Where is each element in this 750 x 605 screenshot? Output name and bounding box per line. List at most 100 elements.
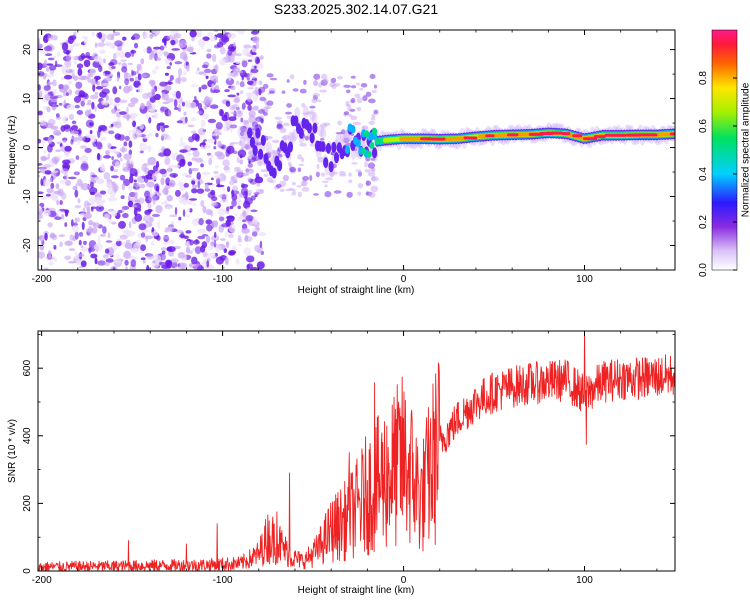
noise-blob xyxy=(200,199,205,208)
noise-blob xyxy=(148,53,153,61)
noise-blob xyxy=(81,221,85,231)
noise-blob xyxy=(38,71,45,77)
noise-blob xyxy=(124,242,133,249)
noise-blob xyxy=(83,38,88,46)
noise-blob xyxy=(174,61,183,65)
noise-blob xyxy=(221,114,229,122)
transition-blob xyxy=(357,183,364,189)
ridge-segment xyxy=(263,153,269,165)
noise-blob xyxy=(185,214,191,218)
noise-blob xyxy=(258,232,267,237)
noise-blob xyxy=(153,46,161,50)
noise-blob xyxy=(213,174,222,179)
noise-blob xyxy=(227,94,237,98)
y-tick-label: 0 xyxy=(22,568,33,574)
noise-blob xyxy=(57,188,64,197)
noise-blob xyxy=(130,49,137,54)
ridge-segment xyxy=(309,132,315,144)
transition-blob xyxy=(292,189,296,193)
x-tick-label: -100 xyxy=(213,575,233,586)
noise-blob xyxy=(231,199,237,207)
noise-blob xyxy=(40,178,44,186)
noise-blob xyxy=(198,218,204,226)
noise-blob xyxy=(67,80,73,85)
noise-blob xyxy=(42,74,47,80)
noise-blob xyxy=(64,222,68,228)
noise-blob xyxy=(252,217,258,225)
noise-blob xyxy=(93,75,101,81)
noise-blob xyxy=(248,160,251,164)
noise-blob xyxy=(180,136,183,144)
noise-blob xyxy=(105,258,114,263)
noise-blob xyxy=(163,235,170,240)
transition-blob xyxy=(335,131,344,135)
noise-blob xyxy=(63,125,71,132)
noise-blob xyxy=(87,72,94,78)
noise-blob xyxy=(232,42,236,48)
noise-blob xyxy=(102,254,109,259)
y-tick-label: 10 xyxy=(22,93,33,105)
noise-blob xyxy=(187,161,193,167)
noise-blob xyxy=(95,196,102,205)
transition-blob xyxy=(333,190,342,194)
noise-blob xyxy=(128,185,133,192)
noise-blob xyxy=(70,130,79,135)
noise-blob xyxy=(195,217,200,222)
noise-blob xyxy=(105,240,113,243)
noise-blob xyxy=(211,183,216,187)
noise-blob xyxy=(245,214,254,222)
noise-blob xyxy=(260,250,265,256)
noise-blob xyxy=(62,163,71,170)
ridge-segment xyxy=(325,142,332,154)
noise-blob xyxy=(58,83,64,90)
noise-blob xyxy=(133,242,141,251)
noise-blob xyxy=(104,41,112,47)
noise-blob xyxy=(237,149,247,158)
noise-blob xyxy=(38,236,43,240)
noise-blob xyxy=(147,202,152,210)
noise-blob xyxy=(146,181,155,188)
transition-blob xyxy=(229,105,236,111)
transition-blob xyxy=(230,111,238,115)
noise-blob xyxy=(109,190,116,198)
noise-blob xyxy=(194,246,202,255)
noise-blob xyxy=(173,99,178,108)
noise-blob xyxy=(173,33,181,39)
noise-blob xyxy=(210,35,217,42)
noise-blob xyxy=(252,36,260,44)
noise-blob xyxy=(207,138,216,143)
noise-blob xyxy=(101,99,109,106)
noise-blob xyxy=(91,31,95,36)
noise-blob xyxy=(90,134,97,144)
ridge-halo xyxy=(320,127,327,140)
ridge-segment xyxy=(252,145,258,157)
noise-blob xyxy=(83,200,90,209)
transition-blob xyxy=(299,88,307,94)
noise-blob xyxy=(246,255,255,263)
noise-blob xyxy=(120,157,123,162)
noise-blob xyxy=(76,178,83,187)
transition-blob xyxy=(232,97,240,104)
noise-blob xyxy=(250,30,259,35)
transition-blob xyxy=(354,93,361,98)
noise-blob xyxy=(148,108,156,113)
noise-blob xyxy=(64,209,70,214)
noise-blob xyxy=(95,205,105,212)
colorbar-tick-label: 0.4 xyxy=(698,167,709,181)
noise-blob xyxy=(151,172,159,180)
noise-blob xyxy=(257,160,263,167)
noise-blob xyxy=(241,102,246,110)
x-tick-label: -200 xyxy=(32,575,52,586)
transition-blob xyxy=(256,182,261,187)
noise-blob xyxy=(89,191,96,196)
noise-blob xyxy=(66,68,76,75)
noise-blob xyxy=(225,100,230,104)
transition-blob xyxy=(262,112,268,116)
noise-blob xyxy=(185,175,192,178)
noise-blob xyxy=(63,99,67,106)
transition-blob xyxy=(275,183,282,189)
noise-blob xyxy=(207,32,214,37)
noise-blob xyxy=(158,122,165,126)
noise-blob xyxy=(230,46,236,52)
noise-blob xyxy=(92,83,96,92)
